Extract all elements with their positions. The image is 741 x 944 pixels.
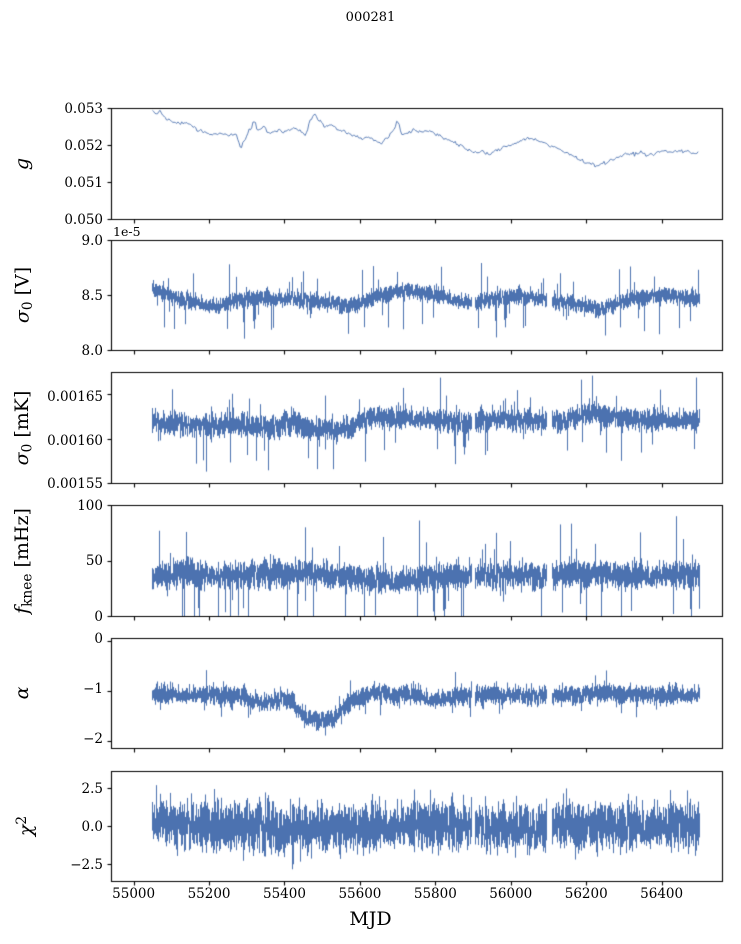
xtick-label: 56400 xyxy=(640,886,684,902)
xaxis-label: MJD xyxy=(349,908,392,930)
xtick-label: 55800 xyxy=(413,886,457,902)
xtick-label: 55000 xyxy=(112,886,156,902)
ytick-p2-1: 8.5 xyxy=(81,288,103,304)
xtick-label: 55600 xyxy=(338,886,382,902)
xtick-label: 55200 xyxy=(187,886,231,902)
ytick-p1-3: 0.050 xyxy=(64,212,103,228)
ytick-p6-0: 2.5 xyxy=(81,781,103,797)
ytick-p1-1: 0.052 xyxy=(64,138,103,154)
ytick-p4-1: 50 xyxy=(85,553,103,569)
ytick-p1-0: 0.053 xyxy=(64,101,103,117)
xtick-label: 55400 xyxy=(263,886,306,902)
offset-text-p2: 1e-5 xyxy=(113,224,141,239)
ytick-p3-0: 0.00165 xyxy=(47,389,103,405)
ylabel-gain: g xyxy=(11,157,33,170)
xtick-label: 56000 xyxy=(489,886,533,902)
ytick-p3-2: 0.00155 xyxy=(47,476,103,492)
ytick-p2-2: 8.0 xyxy=(81,343,103,359)
xtick-label: 56200 xyxy=(564,886,608,902)
ytick-p4-0: 100 xyxy=(77,498,103,514)
figure-title: 000281 xyxy=(345,10,396,25)
ytick-p5-1: −1 xyxy=(83,681,103,697)
ytick-p1-2: 0.051 xyxy=(64,175,103,191)
ytick-p6-2: −2.5 xyxy=(70,857,103,873)
ytick-p2-0: 9.0 xyxy=(81,233,103,249)
ytick-p4-2: 0 xyxy=(94,609,103,625)
ytick-p5-2: −2 xyxy=(83,731,103,747)
ytick-p3-1: 0.00160 xyxy=(47,433,103,449)
ytick-p5-0: 0 xyxy=(94,631,103,647)
ytick-p6-1: 0.0 xyxy=(81,819,103,835)
